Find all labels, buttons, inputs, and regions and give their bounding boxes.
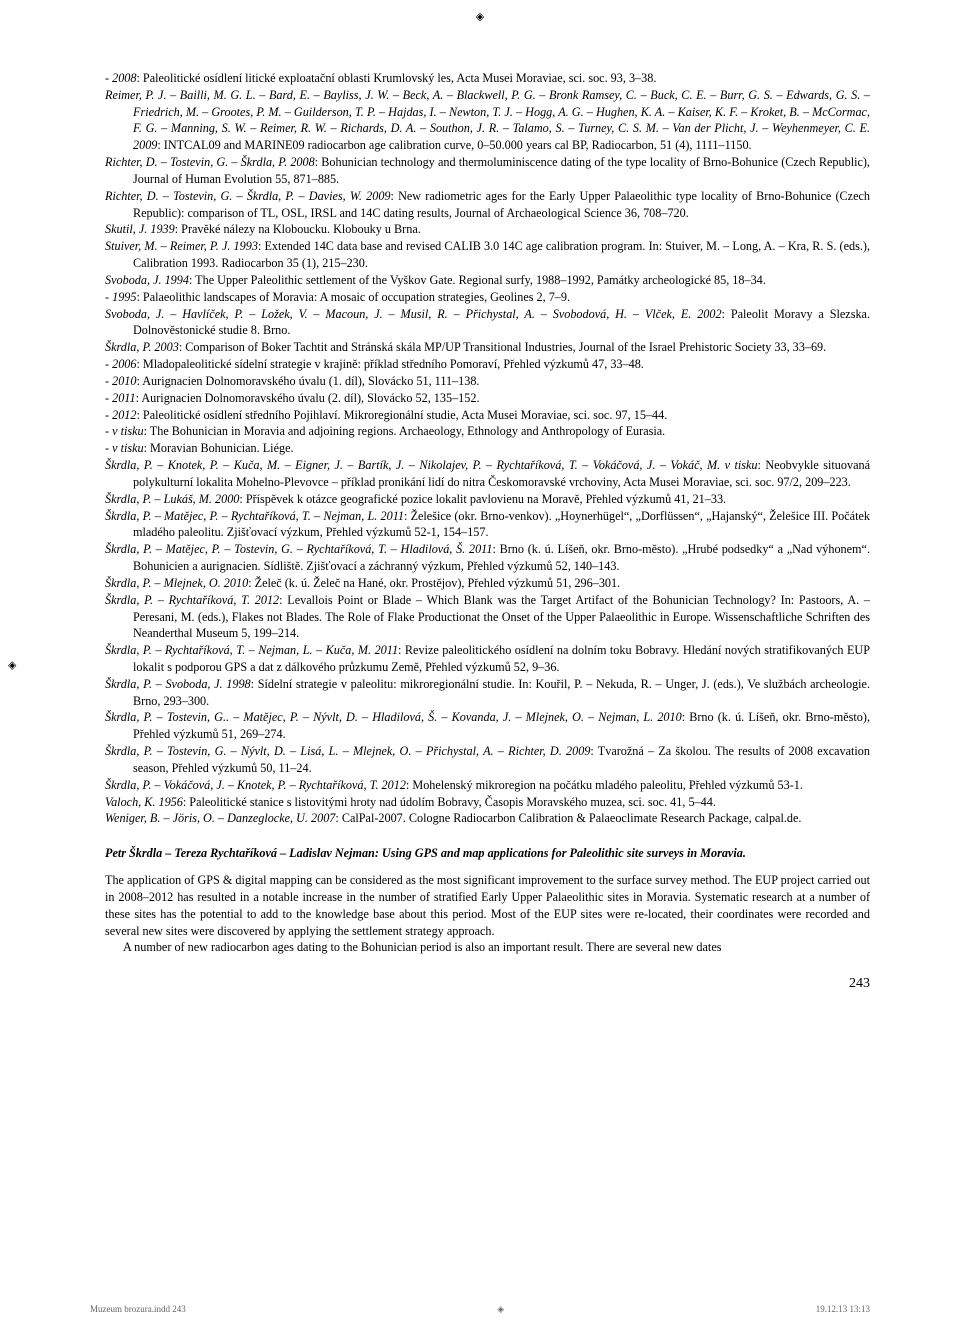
reference-entry: - v tisku: Moravian Bohunician. Liége. bbox=[105, 440, 870, 457]
reference-entry: - 2010: Aurignacien Dolnomoravského úval… bbox=[105, 373, 870, 390]
abstract-heading: Petr Škrdla – Tereza Rychtaříková – Ladi… bbox=[105, 845, 870, 862]
reference-entry: Skutil, J. 1939: Pravěké nálezy na Klobo… bbox=[105, 221, 870, 238]
abstract-paragraph: The application of GPS & digital mapping… bbox=[105, 872, 870, 939]
abstract-paragraph: A number of new radiocarbon ages dating … bbox=[105, 939, 870, 956]
reference-entry: Richter, D. – Tostevin, G. – Škrdla, P. … bbox=[105, 154, 870, 188]
reference-entry: - v tisku: The Bohunician in Moravia and… bbox=[105, 423, 870, 440]
reference-entry: Škrdla, P. – Knotek, P. – Kuča, M. – Eig… bbox=[105, 457, 870, 491]
reference-entry: - 1995: Palaeolithic landscapes of Morav… bbox=[105, 289, 870, 306]
reference-entry: Škrdla, P. – Mlejnek, O. 2010: Želeč (k.… bbox=[105, 575, 870, 592]
reference-entry: Škrdla, P. – Rychtaříková, T. – Nejman, … bbox=[105, 642, 870, 676]
page-number: 243 bbox=[105, 974, 870, 993]
reference-entry: Svoboda, J. – Havlíček, P. – Ložek, V. –… bbox=[105, 306, 870, 340]
crop-mark-bottom: ◈ bbox=[497, 1304, 504, 1315]
reference-entry: Stuiver, M. – Reimer, P. J. 1993: Extend… bbox=[105, 238, 870, 272]
crop-mark-left: ◈ bbox=[8, 658, 16, 671]
reference-entry: Škrdla, P. – Lukáš, M. 2000: Příspěvek k… bbox=[105, 491, 870, 508]
reference-entry: - 2012: Paleolitické osídlení středního … bbox=[105, 407, 870, 424]
reference-entry: Škrdla, P. – Tostevin, G. – Nývlt, D. – … bbox=[105, 743, 870, 777]
page-content: - 2008: Paleolitické osídlení litické ex… bbox=[0, 0, 960, 1024]
reference-entry: Škrdla, P. – Rychtaříková, T. 2012: Leva… bbox=[105, 592, 870, 642]
reference-entry: Škrdla, P. – Svoboda, J. 1998: Sídelní s… bbox=[105, 676, 870, 710]
reference-entry: - 2011: Aurignacien Dolnomoravského úval… bbox=[105, 390, 870, 407]
reference-entry: - 2006: Mladopaleolitické sídelní strate… bbox=[105, 356, 870, 373]
crop-mark-top: ◈ bbox=[0, 10, 960, 23]
reference-entry: Weniger, B. – Jöris, O. – Danzeglocke, U… bbox=[105, 810, 870, 827]
footer-right: 19.12.13 13:13 bbox=[816, 1304, 870, 1315]
reference-entry: Svoboda, J. 1994: The Upper Paleolithic … bbox=[105, 272, 870, 289]
reference-entry: Škrdla, P. – Matějec, P. – Rychtaříková,… bbox=[105, 508, 870, 542]
reference-entry: Richter, D. – Tostevin, G. – Škrdla, P. … bbox=[105, 188, 870, 222]
reference-entry: Škrdla, P. 2003: Comparison of Boker Tac… bbox=[105, 339, 870, 356]
abstract-body: The application of GPS & digital mapping… bbox=[105, 872, 870, 956]
reference-entry: Škrdla, P. – Matějec, P. – Tostevin, G. … bbox=[105, 541, 870, 575]
footer-imprint: Muzeum brozura.indd 243 ◈ 19.12.13 13:13 bbox=[90, 1304, 870, 1315]
reference-entry: Škrdla, P. – Vokáčová, J. – Knotek, P. –… bbox=[105, 777, 870, 794]
reference-entry: Škrdla, P. – Tostevin, G.. – Matějec, P.… bbox=[105, 709, 870, 743]
references-block: - 2008: Paleolitické osídlení litické ex… bbox=[105, 70, 870, 827]
reference-entry: Reimer, P. J. – Bailli, M. G. L. – Bard,… bbox=[105, 87, 870, 154]
reference-entry: - 2008: Paleolitické osídlení litické ex… bbox=[105, 70, 870, 87]
footer-left: Muzeum brozura.indd 243 bbox=[90, 1304, 186, 1315]
reference-entry: Valoch, K. 1956: Paleolitické stanice s … bbox=[105, 794, 870, 811]
